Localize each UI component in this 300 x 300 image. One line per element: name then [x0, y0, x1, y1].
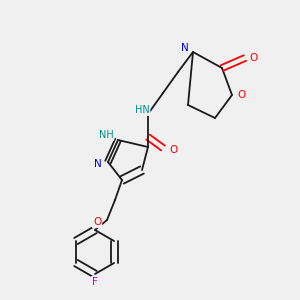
Text: N: N	[181, 43, 189, 53]
Text: NH: NH	[99, 130, 113, 140]
Text: O: O	[93, 217, 101, 227]
Text: N: N	[94, 159, 102, 169]
Text: HN: HN	[135, 105, 149, 115]
Text: O: O	[169, 145, 177, 155]
Text: F: F	[92, 277, 98, 287]
Text: O: O	[249, 53, 257, 63]
Text: O: O	[238, 90, 246, 100]
